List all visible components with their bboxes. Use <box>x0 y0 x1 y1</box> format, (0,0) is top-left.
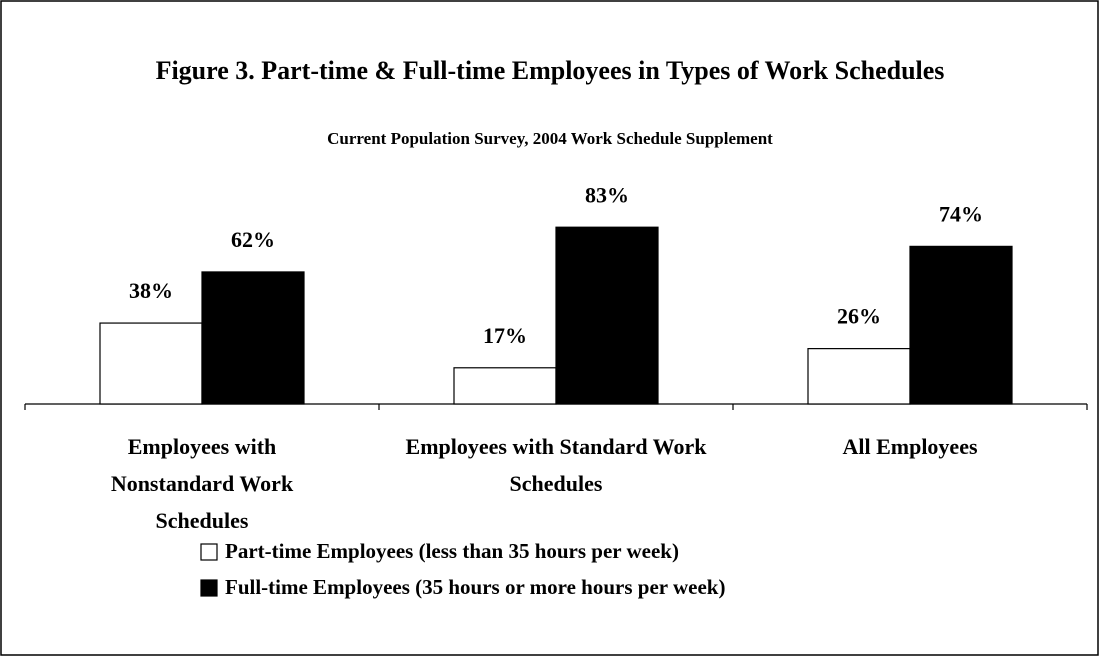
bar <box>555 226 659 405</box>
data-label: 83% <box>585 182 629 207</box>
bar <box>201 271 305 405</box>
chart-title: Figure 3. Part-time & Full-time Employee… <box>155 56 945 85</box>
legend-swatch <box>200 579 218 597</box>
legend-label: Part-time Employees (less than 35 hours … <box>225 539 679 563</box>
bar <box>807 348 911 405</box>
chart-subtitle: Current Population Survey, 2004 Work Sch… <box>327 129 773 148</box>
x-tick-label: Employees with Standard Work Schedules <box>405 434 707 496</box>
legend-swatch <box>200 543 218 561</box>
data-label: 62% <box>231 227 275 252</box>
data-label: 17% <box>483 323 527 348</box>
data-label: 26% <box>837 304 881 329</box>
data-label: 38% <box>129 278 173 303</box>
x-tick-label: All Employees <box>842 434 978 459</box>
x-tick-label: Employees with Nonstandard Work Schedule… <box>110 434 294 533</box>
legend-label: Full-time Employees (35 hours or more ho… <box>225 575 725 599</box>
bar <box>99 322 203 405</box>
bar <box>909 245 1013 405</box>
bar <box>453 367 557 405</box>
data-label: 74% <box>939 201 983 226</box>
